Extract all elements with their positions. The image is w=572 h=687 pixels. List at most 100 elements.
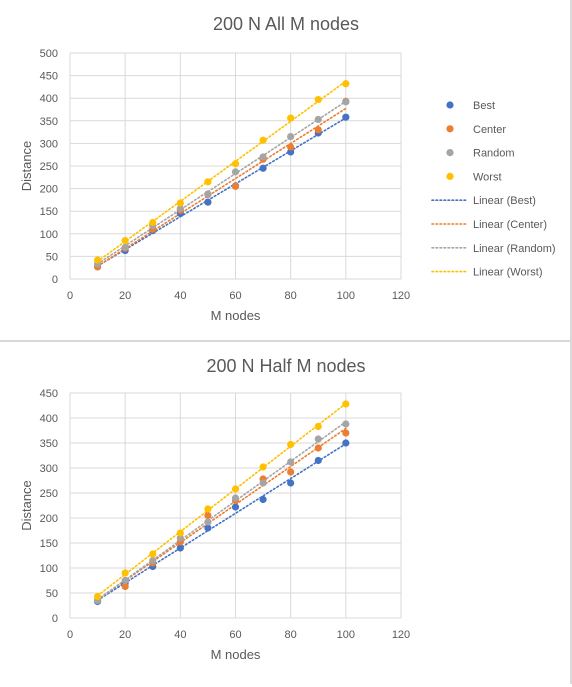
data-point-worst	[121, 236, 129, 245]
y-tick-label: 0	[52, 274, 58, 286]
x-tick-label: 20	[119, 629, 131, 641]
legend-marker-center	[446, 125, 454, 133]
data-point-random	[342, 420, 350, 428]
y-tick-label: 250	[40, 161, 58, 173]
data-point-random	[231, 168, 240, 176]
data-point-random	[259, 153, 267, 161]
legend-label: Center	[473, 124, 506, 136]
data-point-center	[342, 429, 350, 437]
legend-label: Best	[473, 100, 495, 112]
data-point-random	[231, 494, 240, 502]
chart-title: 200 N Half M nodes	[206, 356, 365, 376]
y-tick-label: 150	[40, 538, 58, 550]
x-tick-label: 60	[229, 290, 241, 302]
data-point-worst	[259, 136, 267, 144]
scatter-chart-all-m-nodes: 200 N All M nodes05010015020025030035040…	[19, 14, 556, 323]
y-tick-label: 350	[40, 116, 58, 128]
y-tick-label: 250	[40, 488, 58, 500]
data-point-center	[314, 444, 322, 452]
data-point-center	[231, 182, 240, 190]
data-point-random	[149, 556, 157, 565]
x-tick-label: 20	[119, 290, 131, 302]
data-point-random	[121, 576, 129, 585]
legend-label: Linear (Center)	[473, 219, 547, 231]
chart-title: 200 N All M nodes	[213, 14, 359, 34]
trendline-center	[96, 107, 347, 267]
y-tick-label: 200	[40, 184, 58, 196]
x-tick-label: 120	[392, 290, 410, 302]
data-point-worst	[121, 569, 129, 577]
data-point-random	[314, 435, 322, 443]
data-point-worst	[259, 463, 267, 471]
x-axis-label: M nodes	[211, 308, 261, 323]
y-tick-label: 500	[40, 48, 58, 60]
data-point-best	[204, 198, 212, 206]
data-point-worst	[204, 505, 212, 513]
y-axis-label: Distance	[19, 480, 34, 531]
window-right-border	[570, 0, 572, 684]
legend-label: Linear (Best)	[473, 195, 536, 207]
data-point-worst	[149, 550, 157, 558]
x-tick-label: 80	[285, 290, 297, 302]
data-point-worst	[314, 95, 322, 104]
data-point-random	[204, 190, 212, 198]
data-point-random	[121, 243, 129, 251]
y-tick-label: 450	[40, 388, 58, 400]
trendline-worst	[96, 402, 347, 597]
data-point-random	[342, 98, 350, 106]
y-tick-label: 50	[46, 251, 58, 263]
data-point-random	[314, 115, 322, 124]
data-point-worst	[287, 440, 295, 449]
data-point-best	[342, 113, 350, 121]
data-point-center	[121, 582, 129, 591]
x-tick-label: 80	[285, 629, 297, 641]
x-tick-label: 100	[337, 629, 355, 641]
data-point-center	[314, 126, 322, 134]
y-axis-label: Distance	[19, 141, 34, 192]
y-tick-label: 200	[40, 513, 58, 525]
y-tick-label: 150	[40, 206, 58, 218]
x-tick-label: 100	[337, 290, 355, 302]
trendline-best	[96, 117, 347, 267]
y-tick-label: 350	[40, 438, 58, 450]
data-point-worst	[176, 529, 184, 537]
x-tick-label: 0	[67, 290, 73, 302]
trendline-random	[96, 100, 347, 265]
data-point-random	[287, 458, 295, 466]
data-point-center	[287, 143, 295, 151]
data-point-worst	[204, 178, 212, 186]
panel-divider	[0, 340, 572, 342]
y-tick-label: 400	[40, 93, 58, 105]
x-tick-label: 40	[174, 629, 186, 641]
y-tick-label: 50	[46, 588, 58, 600]
chart-panel-all-m-nodes: 200 N All M nodes 0 50 100 150 200 250 300 350 40…	[0, 0, 572, 340]
legend-label: Random	[473, 148, 515, 160]
x-tick-label: 40	[174, 290, 186, 302]
legend-label: Worst	[473, 171, 502, 183]
data-point-best	[342, 439, 350, 447]
data-point-worst	[149, 218, 157, 227]
data-point-worst	[93, 592, 102, 601]
chart-panel-half-m-nodes: 200 N Half M nodes 0 50 100 150 200 250 300 350 4…	[0, 342, 572, 682]
legend-marker-best	[446, 101, 454, 109]
trendline-best	[96, 442, 347, 602]
data-point-worst	[93, 256, 102, 264]
data-point-worst	[342, 400, 350, 408]
y-tick-label: 300	[40, 138, 58, 150]
data-point-random	[176, 204, 184, 213]
data-point-best	[287, 148, 295, 156]
data-point-worst	[314, 422, 322, 431]
x-axis-label: M nodes	[211, 647, 261, 662]
data-point-random	[287, 133, 295, 141]
trendline-random	[96, 421, 347, 601]
legend-label: Linear (Random)	[473, 243, 556, 255]
data-point-random	[176, 534, 184, 542]
data-point-best	[287, 479, 295, 487]
y-tick-label: 300	[40, 463, 58, 475]
legend-marker-worst	[446, 172, 454, 180]
data-point-center	[204, 511, 212, 520]
data-point-worst	[231, 485, 240, 493]
x-tick-label: 120	[392, 629, 410, 641]
x-tick-label: 0	[67, 629, 73, 641]
trendline-worst	[96, 80, 347, 263]
